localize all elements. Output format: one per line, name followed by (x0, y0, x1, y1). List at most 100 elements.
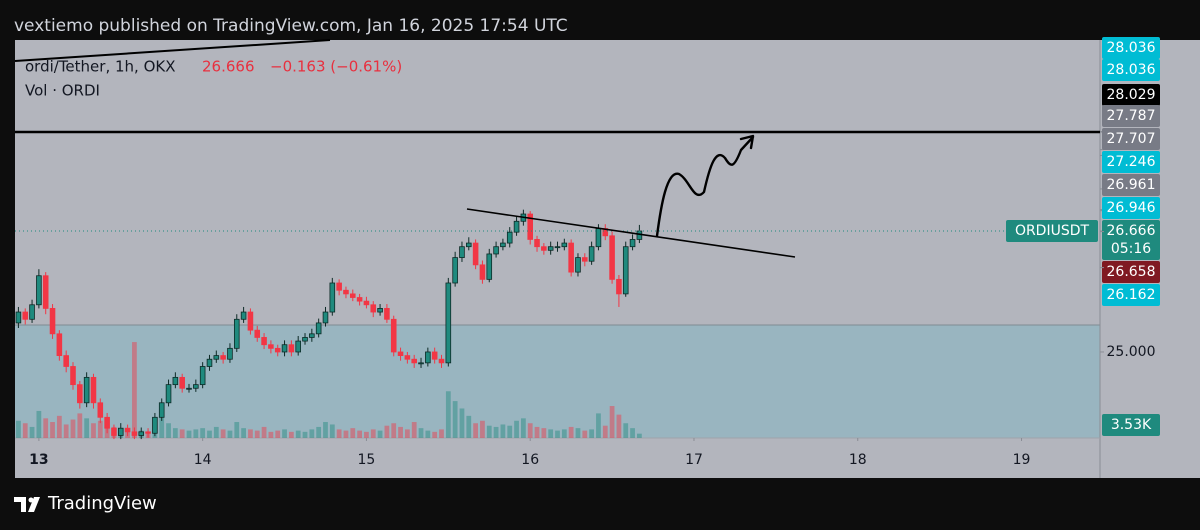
volume-bar (527, 423, 533, 438)
volume-bar (534, 426, 540, 438)
candle-body (513, 220, 520, 233)
candle-body (466, 242, 472, 248)
candle-body (356, 297, 363, 302)
volume-bar (616, 414, 622, 438)
marks (15, 209, 1006, 440)
candle-body (131, 431, 138, 436)
price-label: 26.658 (1107, 264, 1156, 280)
volume-bar (364, 431, 369, 438)
drawn-line (14, 39, 331, 62)
candle-body (616, 278, 622, 295)
price-label-bg (1102, 84, 1160, 106)
volume-bar (50, 422, 55, 438)
logo-icon (14, 497, 40, 512)
volume-bar (213, 426, 219, 438)
candle-body (199, 366, 206, 386)
volume-bar (425, 430, 431, 438)
volume-bar (493, 426, 499, 438)
volume-bar (541, 428, 547, 438)
price-label-bg (1102, 37, 1160, 59)
price-label-bg (1102, 59, 1160, 81)
volume-bar (596, 413, 601, 438)
volume-bar (636, 433, 642, 438)
candle-body (534, 239, 540, 248)
volume-bar (227, 430, 233, 438)
volume-bar (514, 420, 519, 438)
candle-body (349, 293, 356, 298)
candle-body (547, 246, 554, 251)
price-change: −0.163 (−0.61%) (270, 58, 402, 76)
volume-bar (56, 415, 62, 438)
candle-body (493, 246, 499, 255)
candle-body (90, 376, 97, 404)
countdown: 05:16 (1111, 241, 1151, 257)
volume-bar (282, 429, 287, 438)
volume-bar (186, 430, 192, 438)
price-label-bg (1102, 128, 1160, 150)
volume-bar (357, 430, 362, 438)
volume-bar (166, 423, 171, 438)
candle-body (506, 231, 513, 244)
candle-body (561, 242, 568, 248)
candle-body (206, 358, 213, 367)
candle-body (329, 282, 336, 313)
volume-bar (254, 430, 260, 438)
price-label: 27.246 (1107, 154, 1156, 170)
candle-body (582, 257, 588, 262)
volume-bar (555, 430, 560, 438)
candle-body (247, 311, 254, 331)
volume-bar (452, 401, 458, 438)
volume-bar (329, 424, 335, 438)
x-tick-label: 15 (358, 452, 376, 468)
x-tick-label: 14 (194, 452, 212, 468)
volume-bar (507, 425, 513, 438)
brand: TradingView (47, 493, 157, 514)
volume-bar (275, 430, 281, 438)
x-tick-label: 18 (849, 452, 867, 468)
candle-body (384, 308, 390, 320)
candle-body (343, 289, 349, 295)
x-tick-label: 16 (521, 452, 539, 468)
candle-body (479, 264, 486, 280)
volume-bar (43, 418, 49, 438)
candle-body (261, 337, 267, 346)
candle-body (431, 351, 438, 360)
candle-body (254, 329, 261, 338)
volume-bar (589, 429, 595, 438)
volume-bar (234, 422, 240, 438)
volume-bar (16, 420, 21, 438)
volume-bar (602, 425, 608, 438)
volume-bar (609, 406, 615, 438)
volume-bar (418, 428, 424, 438)
price-label-bg (1102, 174, 1160, 196)
volume-bar (29, 426, 35, 438)
volume-bar (500, 424, 506, 438)
volume-bar (432, 431, 438, 438)
candle-body (56, 333, 63, 356)
volume-bar (520, 418, 526, 438)
volume-bar (22, 423, 28, 438)
candle-body (309, 333, 315, 338)
x-tick-label: 17 (685, 452, 703, 468)
volume-bar (480, 420, 485, 438)
volume-bar (241, 428, 246, 438)
volume-label-bg (1102, 414, 1160, 436)
volume-label: 3.53K (1111, 417, 1152, 433)
candle-body (288, 344, 295, 353)
candle-body (568, 242, 574, 273)
candle-body (527, 213, 533, 240)
volume-title: Vol · ORDI (25, 82, 100, 100)
symbol-tag-text: ORDIUSDT (1015, 223, 1090, 239)
volume-bar (343, 430, 349, 438)
volume-bar (309, 429, 315, 438)
volume-bar (295, 430, 301, 438)
symbol: ordi/Tether, 1h, OKX (25, 58, 176, 76)
volume-bar (316, 426, 322, 438)
candle-body (36, 275, 42, 306)
candle-body (124, 427, 131, 433)
candle-body (411, 358, 417, 364)
volume-bar (630, 428, 635, 438)
candle-body (22, 311, 29, 320)
candle-body (418, 362, 424, 365)
price-label: 28.029 (1107, 87, 1156, 103)
